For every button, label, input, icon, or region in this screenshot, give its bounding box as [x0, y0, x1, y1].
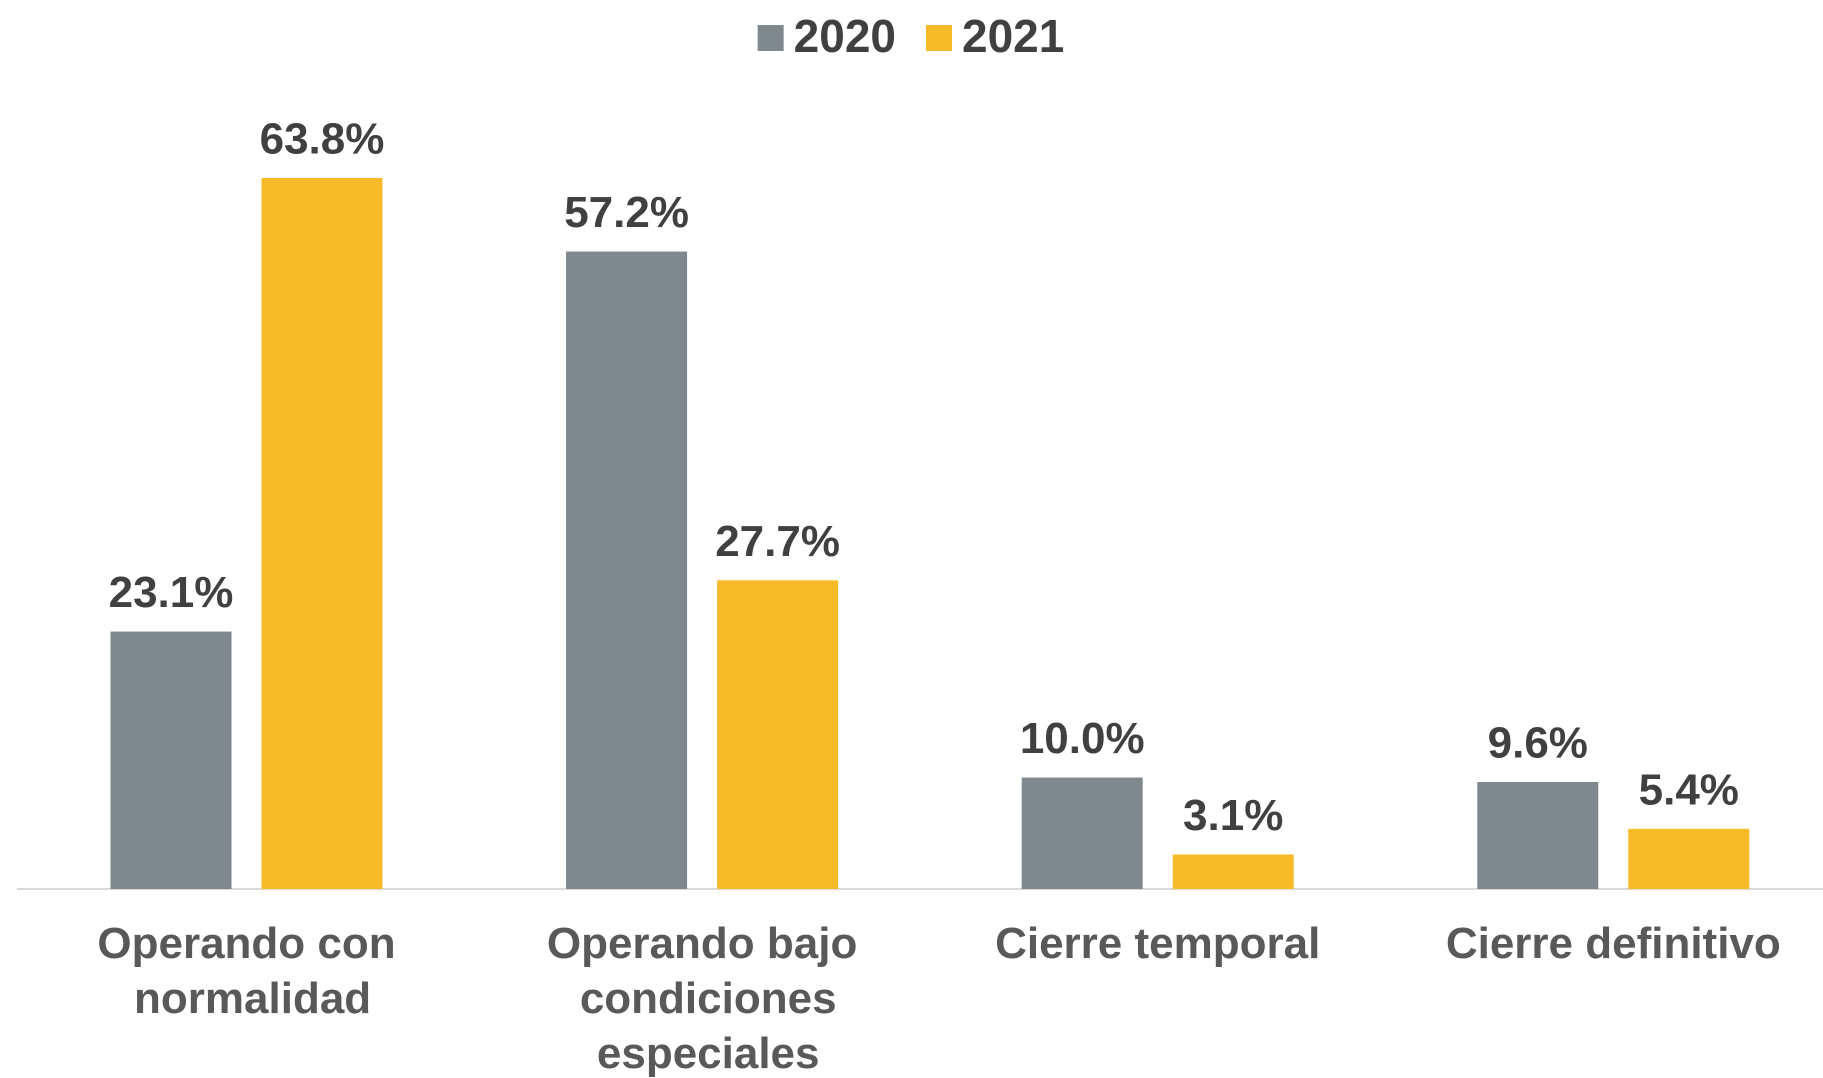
bar	[717, 580, 839, 889]
legend-swatch	[926, 25, 952, 51]
legend-label: 2020	[794, 10, 896, 62]
bar	[1021, 777, 1143, 889]
value-label: 5.4%	[1639, 765, 1739, 814]
category-label: Operando bajo condiciones especiales	[547, 919, 857, 1078]
bar	[1628, 828, 1750, 889]
category-label: Cierre temporal	[995, 919, 1320, 968]
value-label: 63.8%	[260, 115, 385, 164]
bar	[261, 178, 383, 889]
bar	[1172, 854, 1294, 889]
category-label: Operando con normalidad	[97, 919, 395, 1023]
category-label: Cierre definitivo	[1446, 919, 1781, 968]
bar	[1477, 782, 1599, 889]
bar	[566, 251, 688, 889]
value-label: 10.0%	[1020, 714, 1145, 763]
value-label: 9.6%	[1488, 719, 1588, 768]
value-label: 57.2%	[564, 188, 689, 237]
value-label: 23.1%	[109, 568, 234, 617]
legend-item: 2021	[926, 10, 1064, 62]
bar	[110, 631, 232, 889]
value-label: 3.1%	[1183, 791, 1283, 840]
value-label: 27.7%	[715, 517, 840, 566]
legend-swatch	[757, 25, 784, 51]
legend-item: 2020	[757, 10, 896, 62]
legend-label: 2021	[962, 10, 1064, 62]
